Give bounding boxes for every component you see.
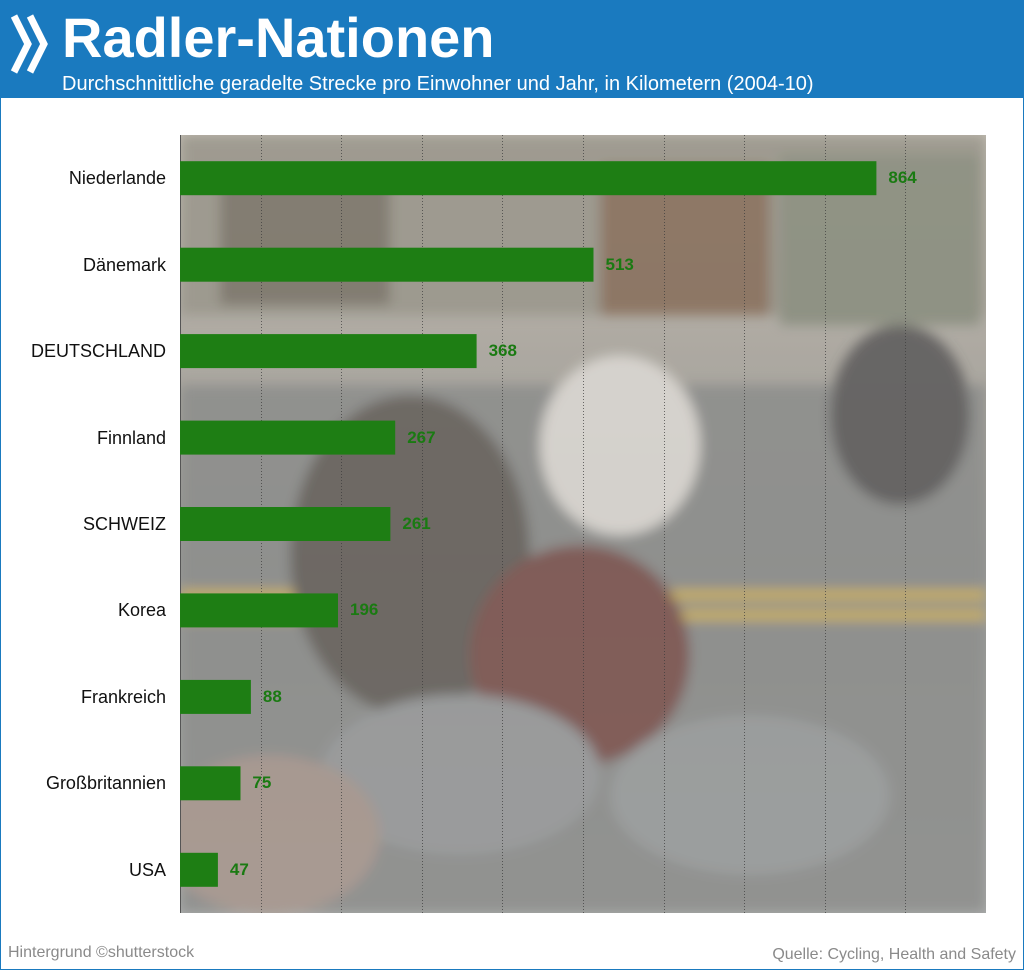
category-label: DEUTSCHLAND <box>30 341 166 362</box>
category-label: Niederlande <box>68 168 166 189</box>
value-label: 368 <box>488 341 517 361</box>
bar-korea <box>180 593 338 628</box>
category-label: Großbritannien <box>45 773 166 794</box>
plot-svg <box>180 135 986 913</box>
chart-title: Radler-Nationen <box>62 6 495 69</box>
value-label: 864 <box>888 168 917 188</box>
bar-großbritannien <box>180 766 241 801</box>
header-banner: Radler-Nationen Durchschnittliche gerade… <box>0 0 1024 98</box>
value-label: 261 <box>402 514 431 533</box>
bar-dänemark <box>180 247 594 282</box>
bar-deutschland <box>180 334 477 369</box>
bar-finnland <box>180 420 396 455</box>
value-label: 267 <box>407 427 436 447</box>
bar-frankreich <box>180 679 251 714</box>
value-label: 196 <box>350 600 379 620</box>
value-label: 47 <box>229 859 249 879</box>
category-label: SCHWEIZ <box>83 514 166 534</box>
image-credit: Hintergrund ©shutterstock <box>8 944 195 961</box>
plot-area <box>180 135 986 913</box>
category-label: Dänemark <box>82 254 166 275</box>
chart-subtitle: Durchschnittliche geradelte Strecke pro … <box>62 73 814 95</box>
value-label: 75 <box>252 773 272 793</box>
category-label: Frankreich <box>80 686 166 707</box>
value-label: 88 <box>262 686 282 706</box>
bars <box>180 161 877 887</box>
category-label: USA <box>128 859 166 880</box>
bar-schweiz <box>180 507 391 541</box>
bar-niederlande <box>180 161 877 196</box>
category-label: Finnland <box>96 427 166 448</box>
double-chevron-right-icon <box>10 14 48 74</box>
value-label: 513 <box>605 254 634 274</box>
bar-usa <box>180 852 218 887</box>
category-label: Korea <box>117 600 166 621</box>
source-note: Quelle: Cycling, Health and Safety <box>772 946 1016 963</box>
